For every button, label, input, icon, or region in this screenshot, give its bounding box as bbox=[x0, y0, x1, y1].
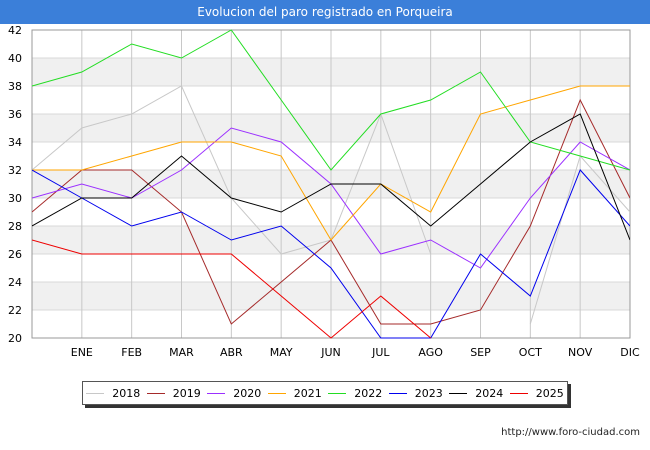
legend-item-2020: 2020 bbox=[207, 387, 261, 400]
y-tick-label: 22 bbox=[8, 304, 22, 317]
x-tick-label: NOV bbox=[568, 346, 593, 359]
legend-label: 2021 bbox=[293, 386, 322, 400]
y-axis-ticks: 20 22 24 26 28 30 32 34 36 38 40 42 bbox=[8, 24, 22, 345]
legend-item-2023: 2023 bbox=[388, 386, 443, 400]
legend-label: 2020 bbox=[233, 386, 262, 400]
x-tick-label: OCT bbox=[519, 346, 542, 359]
y-tick-label: 30 bbox=[8, 192, 22, 205]
series-lines bbox=[32, 29, 630, 339]
x-tick-label: FEB bbox=[121, 346, 142, 359]
y-tick-label: 32 bbox=[8, 164, 22, 177]
legend-label: 2019 bbox=[172, 386, 201, 400]
legend-item-2025: 2025 bbox=[509, 386, 564, 400]
x-tick-label: JUL bbox=[371, 346, 390, 359]
legend-item-2019: 2019 bbox=[146, 386, 201, 400]
y-tick-label: 26 bbox=[8, 248, 22, 261]
y-tick-label: 20 bbox=[8, 332, 22, 345]
legend-swatch bbox=[328, 392, 347, 394]
legend-item-2018: 2018 bbox=[86, 387, 140, 400]
series-line-2023 bbox=[32, 169, 630, 339]
x-tick-label: SEP bbox=[470, 346, 491, 359]
x-axis-ticks: ENE FEB MAR ABR MAY JUN JUL AGO SEP OCT NOV DIC bbox=[71, 346, 640, 359]
x-tick-label: ENE bbox=[71, 346, 93, 359]
legend-item-2024: 2024 bbox=[449, 387, 503, 400]
legend-swatch bbox=[509, 392, 528, 394]
x-tick-label: MAY bbox=[270, 346, 293, 359]
y-tick-label: 40 bbox=[8, 52, 22, 65]
y-tick-label: 24 bbox=[8, 276, 22, 289]
legend-label: 2018 bbox=[112, 386, 141, 400]
x-tick-label: AGO bbox=[418, 346, 443, 359]
series-line-2024 bbox=[32, 113, 630, 241]
y-tick-label: 42 bbox=[8, 24, 22, 37]
y-tick-label: 36 bbox=[8, 108, 22, 121]
source-url: http://www.foro-ciudad.com bbox=[501, 427, 640, 438]
series-line-2021 bbox=[32, 85, 630, 241]
x-tick-label: JUN bbox=[320, 346, 341, 359]
legend-swatch bbox=[86, 392, 105, 394]
legend-item-2022: 2022 bbox=[328, 387, 382, 400]
legend-label: 2023 bbox=[414, 386, 443, 400]
legend: 2018 2019 2020 2021 2022 2023 2024 2025 bbox=[82, 381, 568, 405]
legend-swatch bbox=[267, 392, 286, 394]
x-tick-label: DIC bbox=[620, 346, 640, 359]
legend-item-2021: 2021 bbox=[267, 386, 322, 400]
y-tick-label: 38 bbox=[8, 80, 22, 93]
legend-swatch bbox=[146, 392, 165, 394]
y-tick-label: 28 bbox=[8, 220, 22, 233]
legend-swatch bbox=[388, 392, 407, 394]
legend-label: 2024 bbox=[475, 386, 504, 400]
legend-swatch bbox=[449, 392, 468, 394]
x-tick-label: MAR bbox=[169, 346, 194, 359]
legend-swatch bbox=[207, 392, 226, 394]
y-tick-label: 34 bbox=[8, 136, 22, 149]
x-tick-label: ABR bbox=[220, 346, 243, 359]
chart-title: Evolucion del paro registrado en Porquei… bbox=[0, 0, 650, 24]
series-line-2025 bbox=[32, 239, 432, 339]
legend-label: 2025 bbox=[535, 386, 564, 400]
legend-label: 2022 bbox=[354, 386, 383, 400]
